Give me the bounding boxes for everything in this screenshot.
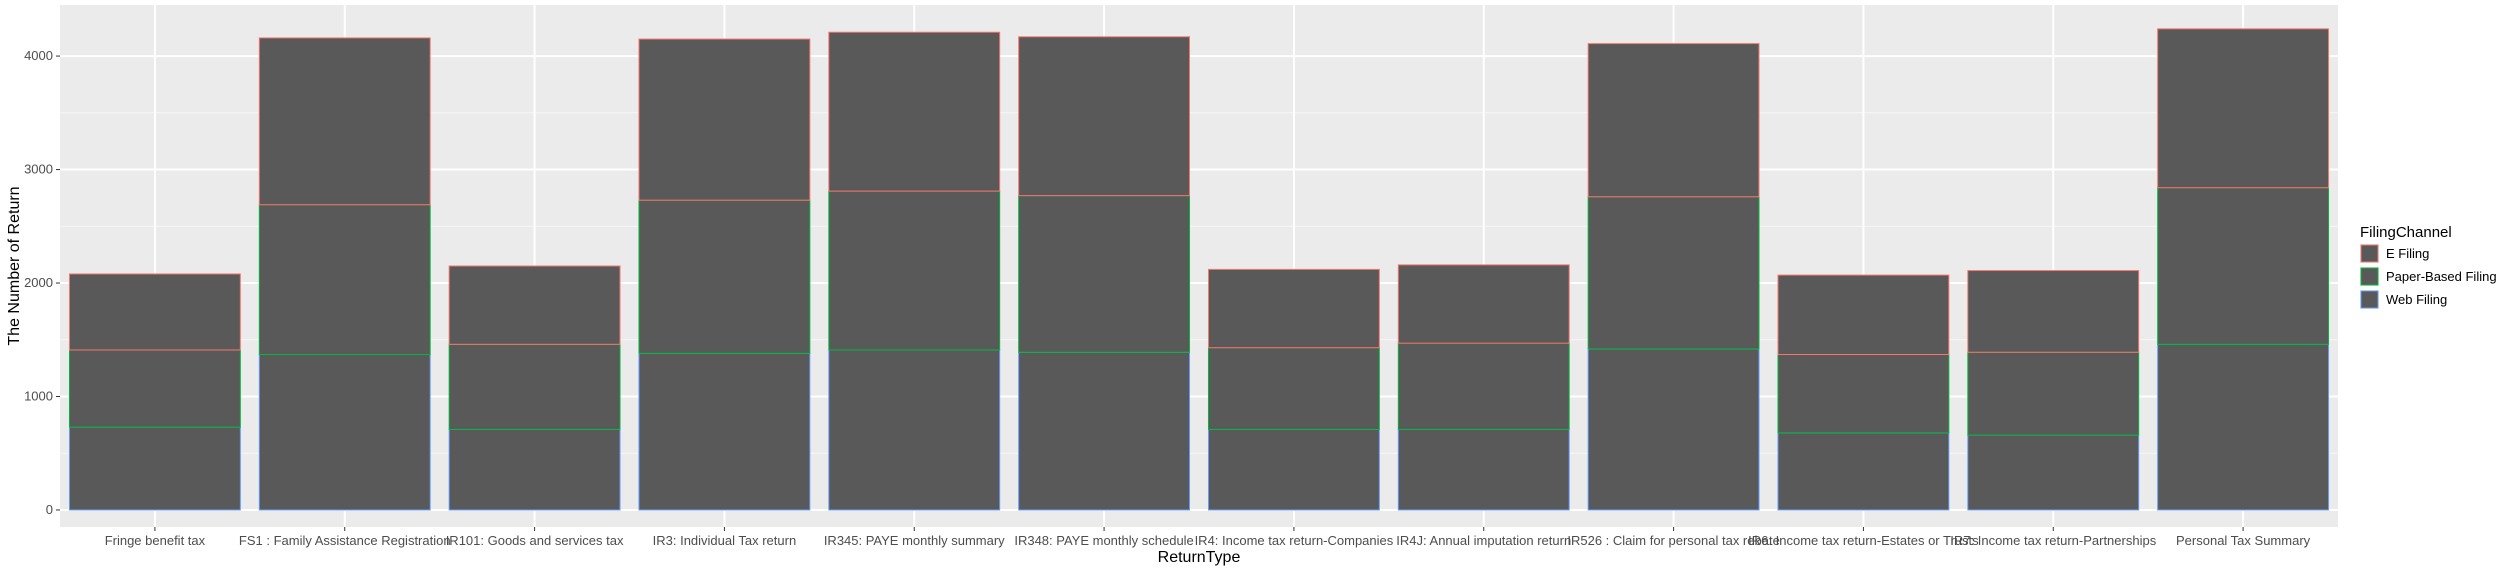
legend-label: Web Filing bbox=[2386, 292, 2447, 307]
bar-segment bbox=[1397, 264, 1570, 344]
bar-segment bbox=[1587, 43, 1760, 198]
x-tick-label: FS1 : Family Assistance Registration bbox=[239, 533, 451, 548]
bar-segment bbox=[638, 352, 811, 511]
bar-segment bbox=[1777, 274, 1950, 356]
legend-title: FilingChannel bbox=[2360, 224, 2452, 241]
bars bbox=[68, 28, 2330, 511]
x-tick-label: IR4: Income tax return-Companies bbox=[1195, 533, 1394, 548]
x-tick-label: IR4J: Annual imputation return bbox=[1396, 533, 1571, 548]
bar-segment bbox=[1587, 196, 1760, 350]
bar-segment bbox=[1967, 434, 2140, 511]
y-tick-label: 3000 bbox=[24, 162, 53, 177]
x-tick-label: IR6: Income tax return-Estates or Trusts bbox=[1748, 533, 1979, 548]
bar-segment bbox=[1967, 270, 2140, 353]
bar-segment bbox=[68, 349, 241, 428]
bar-segment bbox=[1018, 351, 1191, 511]
y-tick-label: 1000 bbox=[24, 389, 53, 404]
legend-swatch bbox=[2360, 244, 2379, 263]
legend: FilingChannel E Filing Paper-Based Filing… bbox=[2360, 224, 2497, 309]
y-axis: 0 1000 2000 3000 4000 bbox=[24, 48, 60, 517]
bar-segment bbox=[258, 204, 431, 356]
bar-segment bbox=[828, 31, 1001, 192]
bar-segment bbox=[448, 343, 621, 430]
bar-segment bbox=[2157, 28, 2330, 189]
x-tick-label: IR7: Income tax return-Partnerships bbox=[1950, 533, 2156, 548]
bar-segment bbox=[68, 426, 241, 511]
x-axis-title: ReturnType bbox=[1158, 549, 1241, 566]
bar-segment bbox=[2157, 343, 2330, 511]
y-tick-label: 0 bbox=[46, 502, 53, 517]
legend-swatch bbox=[2360, 267, 2379, 286]
bar-segment bbox=[828, 190, 1001, 351]
x-tick-label: IR345: PAYE monthly summary bbox=[824, 533, 1005, 548]
bar-segment bbox=[638, 38, 811, 201]
x-tick-label: IR101: Goods and services tax bbox=[446, 533, 624, 548]
x-tick-label: Personal Tax Summary bbox=[2176, 533, 2311, 548]
x-tick-label: IR3: Individual Tax return bbox=[653, 533, 797, 548]
bar-segment bbox=[68, 273, 241, 351]
legend-label: E Filing bbox=[2386, 246, 2429, 261]
bar-segment bbox=[1207, 347, 1380, 430]
bar-segment bbox=[1018, 195, 1191, 353]
x-axis: Fringe benefit tax FS1 : Family Assistanc… bbox=[105, 527, 2311, 548]
bar-segment bbox=[258, 37, 431, 206]
bar-segment bbox=[1777, 432, 1950, 511]
bar-segment bbox=[448, 265, 621, 345]
bar-segment bbox=[638, 199, 811, 354]
bar-segment bbox=[1207, 268, 1380, 349]
bar-segment bbox=[258, 354, 431, 511]
plot-panel bbox=[60, 5, 2338, 527]
bar-segment bbox=[1587, 348, 1760, 511]
bar-segment bbox=[2157, 187, 2330, 345]
bar-segment bbox=[828, 349, 1001, 511]
x-tick-label: IR348: PAYE monthly schedule bbox=[1014, 533, 1193, 548]
bar-segment bbox=[1018, 36, 1191, 197]
bar-segment bbox=[1397, 342, 1570, 430]
x-tick-label: IR526 : Claim for personal tax rebate bbox=[1567, 533, 1779, 548]
bar-segment bbox=[1397, 428, 1570, 511]
legend-swatch bbox=[2360, 290, 2379, 309]
legend-label: Paper-Based Filing bbox=[2386, 269, 2497, 284]
x-tick-label: Fringe benefit tax bbox=[105, 533, 206, 548]
bar-segment bbox=[1967, 351, 2140, 436]
y-axis-title: The Number of Return bbox=[6, 186, 23, 345]
bar-segment bbox=[1207, 428, 1380, 511]
bar-segment bbox=[448, 428, 621, 511]
y-tick-label: 4000 bbox=[24, 48, 53, 63]
y-tick-label: 2000 bbox=[24, 275, 53, 290]
bar-segment bbox=[1777, 354, 1950, 434]
